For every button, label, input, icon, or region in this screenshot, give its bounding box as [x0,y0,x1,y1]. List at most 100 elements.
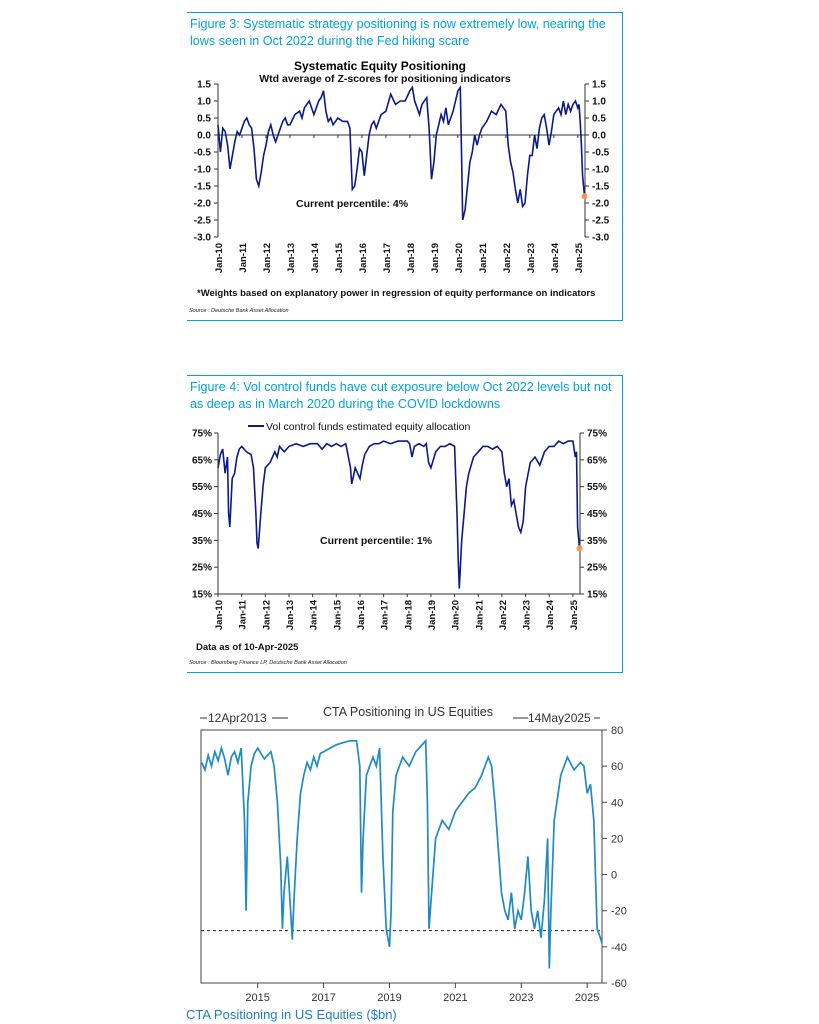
chart3-xlabel: CTA Positioning in US Equities ($bn) [186,1007,397,1022]
chart2-xtick-label: Jan-16 [356,600,367,630]
chart1-current-marker [581,193,588,200]
chart1-ytick-left: -3.0 [194,233,212,244]
chart2-legend-label: Vol control funds estimated equity alloc… [266,421,470,433]
chart2-series-line [217,440,581,589]
chart2-xtick-label: Jan-25 [569,599,580,630]
chart1-xtick-label: Jan-18 [406,243,417,273]
chart2-ytick-right: 25% [587,563,607,574]
chart1-ytick-right: -3.0 [592,233,610,244]
figure2-source: Source : Bloomberg Finance LP, Deutsche … [189,660,347,666]
chart3-ytick-label: -40 [611,942,627,954]
chart2-xtick-label: Jan-11 [238,599,249,629]
figure2-right-rule [622,375,623,673]
chart2-ytick-right: 75% [587,429,607,440]
figure2-top-rule [187,375,622,376]
chart3-ytick-label: 0 [611,870,617,882]
chart1-ytick-right: 0.0 [592,131,606,142]
chart1-title: Systematic Equity Positioning [294,59,466,73]
chart1-ytick-left: -2.0 [194,199,212,210]
chart3-series-line [200,738,603,969]
chart1-xtick-label: Jan-19 [430,243,441,273]
figure2-caption: Figure 4: Vol control funds have cut exp… [190,380,612,411]
chart3-ytick-label: 80 [611,725,623,737]
chart3-ytick-label: 60 [611,761,623,773]
chart1-xtick-label: Jan-14 [310,242,321,273]
chart2-ytick-right: 55% [587,482,607,493]
chart2-xtick-label: Jan-18 [403,600,414,630]
chart3-ytick-label: -60 [611,978,627,990]
chart3-xtick-label: 2021 [443,992,467,1004]
figure2-bottom-rule [187,672,623,673]
figure1-right-rule [622,12,623,321]
chart1-ytick-left: -0.5 [194,148,212,159]
chart1-xtick-label: Jan-23 [526,243,537,273]
chart1-ytick-right: 1.5 [592,80,606,91]
chart1-ytick-left: 0.5 [197,114,211,125]
chart3-ytick-label: -20 [611,906,627,918]
chart2-annotation: Current percentile: 1% [320,535,433,547]
chart2-xtick-label: Jan-21 [474,599,485,630]
chart2-xtick-label: Jan-19 [427,600,438,630]
chart1-ytick-left: -2.5 [194,216,212,227]
chart1-xtick-label: Jan-21 [478,242,489,273]
chart1-xtick-label: Jan-24 [550,242,561,273]
chart2-xtick-label: Jan-24 [545,599,556,630]
figure1-caption: Figure 3: Systematic strategy positionin… [190,17,606,48]
chart1-xtick-label: Jan-12 [262,243,273,273]
chart2-ytick-right: 35% [587,536,607,547]
chart1-ytick-left: 0.0 [197,131,211,142]
chart1-ytick-right: -2.0 [592,199,610,210]
chart1-ytick-left: -1.0 [194,165,212,176]
chart2-xtick-label: Jan-17 [380,600,391,630]
chart1-xtick-label: Jan-13 [286,243,297,273]
chart3-date-left: 12Apr2013 [208,711,267,725]
chart1-xtick-label: Jan-22 [502,243,513,273]
chart1-xtick-label: Jan-16 [358,243,369,273]
chart3-date-right: 14May2025 [528,711,591,725]
chart3-ytick-label: 20 [611,833,623,845]
chart2-xtick-label: Jan-10 [214,600,225,630]
chart3-plot-frame [200,729,603,984]
chart2-ytick-left: 15% [192,590,212,601]
chart3-ytick-label: 40 [611,797,623,809]
chart1-xtick-label: Jan-25 [574,242,585,273]
chart2-note: Data as of 10-Apr-2025 [196,642,299,653]
chart2-ytick-right: 15% [587,590,607,601]
chart2-ytick-right: 65% [587,455,607,466]
chart2-xtick-label: Jan-12 [261,600,272,630]
chart2-ytick-left: 35% [192,536,212,547]
chart2-ytick-left: 55% [192,482,212,493]
chart2-ytick-right: 45% [587,509,607,520]
chart1-xtick-label: Jan-11 [238,242,249,272]
chart2-ytick-left: 75% [192,429,212,440]
chart3-xtick-label: 2019 [377,992,401,1004]
chart2-xtick-label: Jan-23 [522,600,533,630]
chart2-vol-control: Vol control funds estimated equity alloc… [192,421,607,653]
chart2-xtick-label: Jan-22 [498,600,509,630]
chart1-ytick-right: 1.0 [592,97,606,108]
chart1-ytick-left: -1.5 [194,182,212,193]
figure1-top-rule [187,12,622,13]
chart1-systematic-positioning: Systematic Equity Positioning Wtd averag… [194,59,610,299]
chart2-xtick-label: Jan-20 [451,600,462,630]
chart1-ytick-left: 1.0 [197,97,211,108]
chart1-xtick-label: Jan-10 [214,243,225,273]
chart3-xtick-label: 2015 [245,992,269,1004]
chart3-xtick-label: 2017 [311,992,335,1004]
chart1-subtitle: Wtd average of Z-scores for positioning … [259,73,511,85]
chart2-current-marker [576,545,583,552]
figure1-bottom-rule [187,320,623,321]
figure1-source: Source : Deutsche Bank Asset Allocation [189,308,289,314]
chart1-xtick-label: Jan-15 [334,242,345,273]
chart1-ytick-right: -0.5 [592,148,610,159]
chart2-xtick-label: Jan-15 [332,599,343,630]
chart1-series-line [217,84,586,221]
chart2-ytick-left: 45% [192,509,212,520]
chart3-xtick-label: 2023 [509,992,533,1004]
chart2-xtick-label: Jan-14 [309,599,320,630]
chart1-footnote: *Weights based on explanatory power in r… [197,288,595,299]
chart1-ytick-right: -1.5 [592,182,610,193]
chart1-annotation: Current percentile: 4% [296,198,409,210]
chart1-ytick-left: 1.5 [197,80,211,91]
